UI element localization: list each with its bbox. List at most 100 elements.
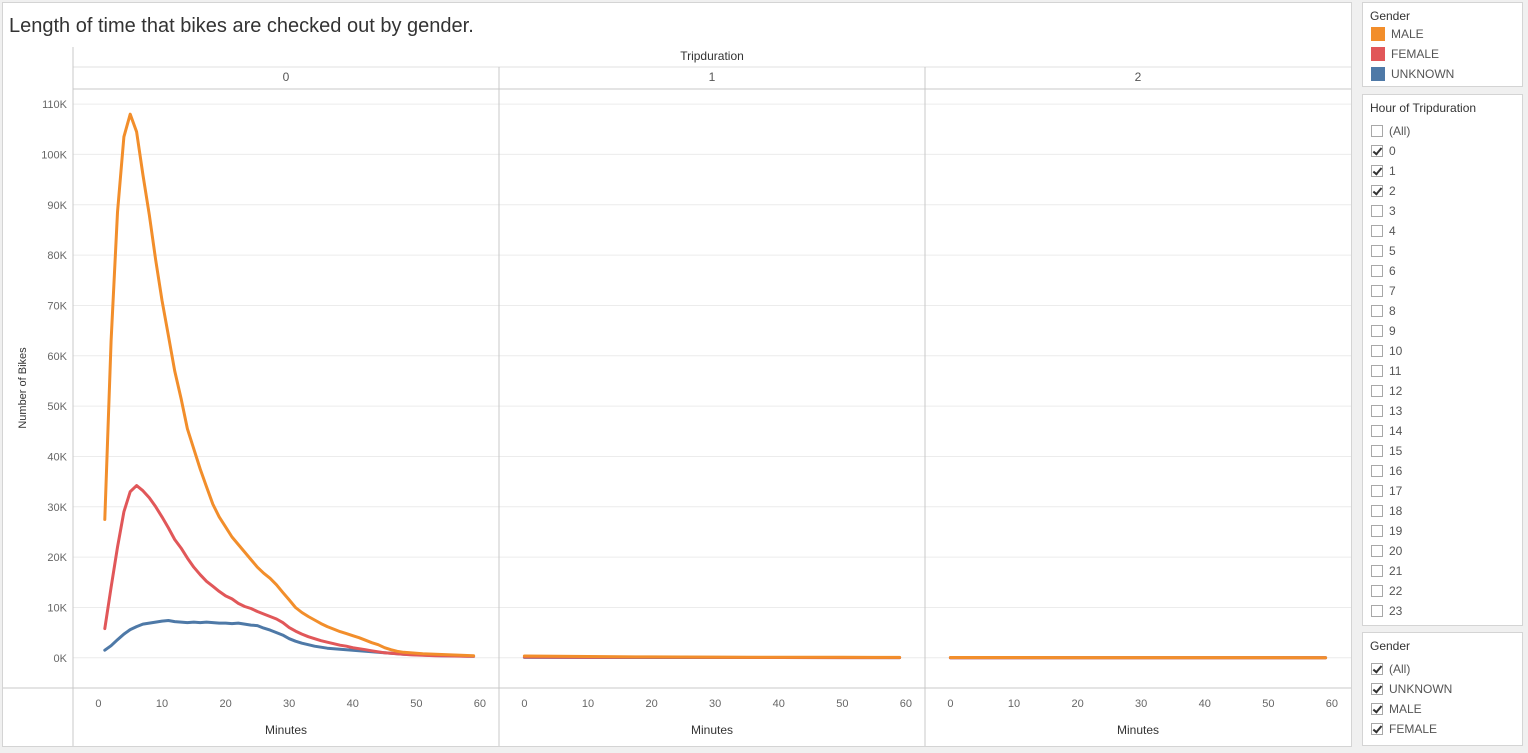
hour-filter-option-label: 2 <box>1389 184 1396 198</box>
hour-filter-option[interactable]: 15 <box>1371 443 1402 459</box>
x-tick-label: 0 <box>521 698 527 710</box>
hour-filter-option[interactable]: 6 <box>1371 263 1396 279</box>
hour-filter-checkbox[interactable] <box>1371 345 1383 357</box>
x-tick-label: 60 <box>900 698 912 710</box>
hour-filter-title: Hour of Tripduration <box>1370 101 1477 115</box>
hour-filter-option[interactable]: 16 <box>1371 463 1402 479</box>
gender-filter-option-label: (All) <box>1389 662 1411 676</box>
hour-filter-option-label: 6 <box>1389 264 1396 278</box>
hour-filter-option[interactable]: 21 <box>1371 563 1402 579</box>
hour-filter-option[interactable]: 3 <box>1371 203 1396 219</box>
gender-filter-option-label: FEMALE <box>1389 722 1438 736</box>
x-axis-label: Minutes <box>691 723 733 737</box>
hour-filter-checkbox[interactable] <box>1371 405 1383 417</box>
hour-filter-checkbox[interactable] <box>1371 465 1383 477</box>
hour-filter-option[interactable]: 12 <box>1371 383 1402 399</box>
y-tick-label: 50K <box>47 401 67 413</box>
y-tick-label: 0K <box>54 653 68 665</box>
gender-filter-option-label: MALE <box>1389 702 1422 716</box>
hour-filter-checkbox[interactable] <box>1371 505 1383 517</box>
y-tick-label: 30K <box>47 502 67 514</box>
hour-filter-checkbox[interactable] <box>1371 525 1383 537</box>
hour-filter-option[interactable]: 18 <box>1371 503 1402 519</box>
hour-filter-option[interactable]: 4 <box>1371 223 1396 239</box>
x-tick-label: 50 <box>1262 698 1274 710</box>
hour-filter-option[interactable]: 5 <box>1371 243 1396 259</box>
x-tick-label: 40 <box>347 698 359 710</box>
hour-filter-option-label: 18 <box>1389 504 1403 518</box>
legend-title: Gender <box>1370 9 1411 23</box>
x-tick-label: 0 <box>95 698 101 710</box>
hour-filter-checkbox[interactable] <box>1371 485 1383 497</box>
gender-filter-checkbox[interactable] <box>1371 683 1383 695</box>
gender-filter-title: Gender <box>1370 639 1411 653</box>
hour-filter-option[interactable]: 13 <box>1371 403 1402 419</box>
hour-filter-option-label: 7 <box>1389 284 1396 298</box>
hour-filter-option[interactable]: 11 <box>1371 363 1401 379</box>
hour-filter-checkbox[interactable] <box>1371 365 1383 377</box>
hour-filter-option-label: 17 <box>1389 484 1403 498</box>
gender-filter-option[interactable]: MALE <box>1371 701 1422 717</box>
hour-filter-option[interactable]: 2 <box>1371 183 1396 199</box>
hour-filter-option-label: 16 <box>1389 464 1403 478</box>
hour-filter-option-label: 9 <box>1389 324 1396 338</box>
hour-filter-checkbox[interactable] <box>1371 565 1383 577</box>
y-tick-label: 110K <box>42 99 68 111</box>
hour-filter-option[interactable]: 19 <box>1371 523 1402 539</box>
hour-filter-option-label: 23 <box>1389 604 1403 618</box>
series-line-female-panel-0 <box>103 484 476 658</box>
x-tick-label: 10 <box>156 698 168 710</box>
hour-filter-checkbox[interactable] <box>1371 205 1383 217</box>
legend-item-female[interactable]: FEMALE <box>1371 46 1439 62</box>
hour-filter-option[interactable]: 20 <box>1371 543 1402 559</box>
hour-filter-checkbox[interactable] <box>1371 265 1383 277</box>
x-tick-label: 40 <box>773 698 785 710</box>
column-header: Tripduration <box>680 49 744 63</box>
hour-filter-checkbox[interactable] <box>1371 545 1383 557</box>
x-tick-label: 30 <box>709 698 721 710</box>
hour-filter-checkbox[interactable] <box>1371 165 1383 177</box>
hour-filter-checkbox[interactable] <box>1371 385 1383 397</box>
y-tick-label: 100K <box>41 149 67 161</box>
hour-filter-checkbox[interactable] <box>1371 425 1383 437</box>
hour-filter-checkbox[interactable] <box>1371 325 1383 337</box>
hour-filter-checkbox[interactable] <box>1371 245 1383 257</box>
gender-filter-option[interactable]: FEMALE <box>1371 721 1437 737</box>
legend-item-unknown[interactable]: UNKNOWN <box>1371 66 1454 82</box>
y-tick-label: 90K <box>47 200 67 212</box>
hour-filter-option[interactable]: 23 <box>1371 603 1402 619</box>
hour-filter-option-label: 14 <box>1389 424 1403 438</box>
legend-label: UNKNOWN <box>1391 67 1455 81</box>
hour-filter-option[interactable]: 7 <box>1371 283 1396 299</box>
hour-filter-option[interactable]: 9 <box>1371 323 1396 339</box>
hour-filter-option[interactable]: (All) <box>1371 123 1410 139</box>
hour-filter-option[interactable]: 17 <box>1371 483 1402 499</box>
hour-filter-option-label: 21 <box>1389 564 1403 578</box>
hour-filter-option[interactable]: 0 <box>1371 143 1396 159</box>
gender-filter-option[interactable]: UNKNOWN <box>1371 681 1452 697</box>
hour-filter-checkbox[interactable] <box>1371 125 1383 137</box>
hour-filter-option[interactable]: 10 <box>1371 343 1402 359</box>
x-tick-label: 50 <box>410 698 422 710</box>
hour-filter-checkbox[interactable] <box>1371 445 1383 457</box>
hour-filter-checkbox[interactable] <box>1371 585 1383 597</box>
hour-filter-checkbox[interactable] <box>1371 185 1383 197</box>
hour-filter-option[interactable]: 22 <box>1371 583 1402 599</box>
gender-filter-checkbox[interactable] <box>1371 703 1383 715</box>
hour-filter-checkbox[interactable] <box>1371 305 1383 317</box>
hour-filter-checkbox[interactable] <box>1371 225 1383 237</box>
hour-filter-option[interactable]: 1 <box>1371 163 1396 179</box>
hour-filter-option[interactable]: 14 <box>1371 423 1402 439</box>
hour-filter-option[interactable]: 8 <box>1371 303 1396 319</box>
chart-area: Length of time that bikes are checked ou… <box>2 2 1352 747</box>
gender-filter-checkbox[interactable] <box>1371 723 1383 735</box>
hour-filter-checkbox[interactable] <box>1371 145 1383 157</box>
legend-item-male[interactable]: MALE <box>1371 26 1424 42</box>
hour-filter-option-label: 5 <box>1389 244 1396 258</box>
y-axis-label: Number of Bikes <box>17 347 29 429</box>
gender-filter-option[interactable]: (All) <box>1371 661 1410 677</box>
hour-filter-checkbox[interactable] <box>1371 605 1383 617</box>
gender-filter-checkbox[interactable] <box>1371 663 1383 675</box>
hour-filter-checkbox[interactable] <box>1371 285 1383 297</box>
x-tick-label: 20 <box>645 698 657 710</box>
